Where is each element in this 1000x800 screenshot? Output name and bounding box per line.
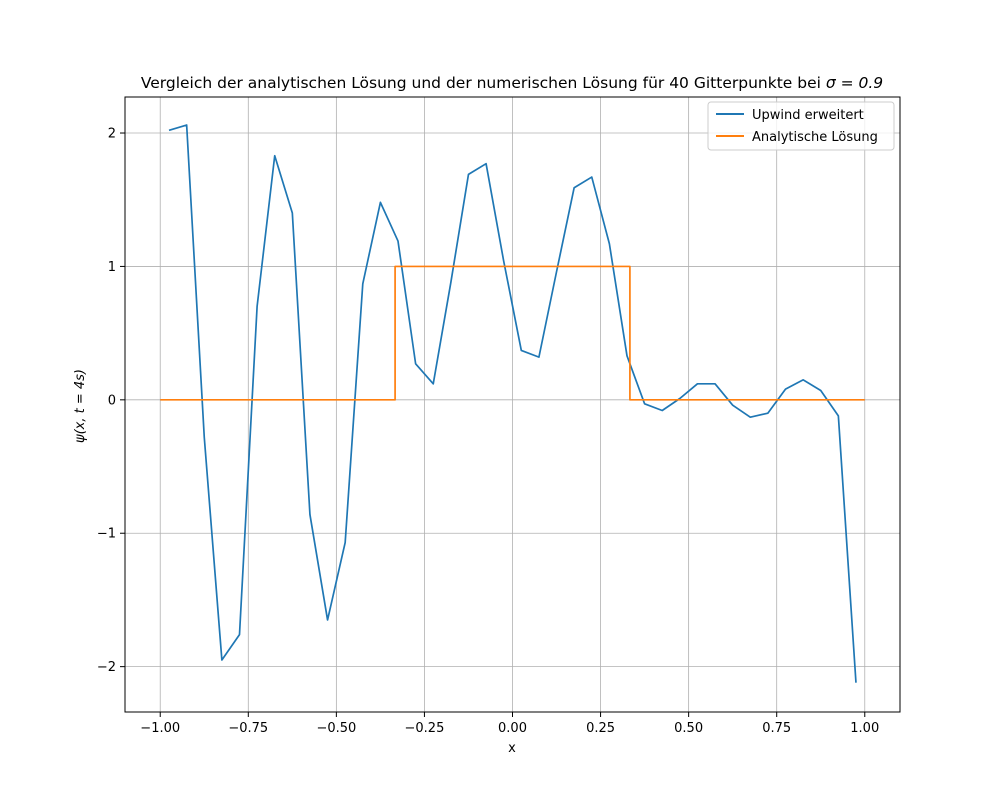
- x-tick-label: 1.00: [850, 721, 879, 736]
- y-tick-label: 1: [108, 260, 116, 275]
- y-tick-label: −2: [97, 660, 116, 675]
- y-ticks: −2 −1 0 1 2: [97, 127, 125, 675]
- legend-box: [707, 101, 895, 151]
- x-tick-label: 0.25: [586, 721, 615, 736]
- legend-label-upwind: Upwind erweitert: [752, 108, 864, 123]
- y-axis-label: ψ(x, t = 4s): [73, 369, 88, 443]
- series-line-upwind: [168, 124, 857, 683]
- chart-title: Vergleich der analytischen Lösung und de…: [141, 74, 883, 92]
- x-tick-label: 0.00: [498, 721, 527, 736]
- x-tick-label: 0.75: [762, 721, 791, 736]
- legend: Upwind erweitert Analytische Lösung: [707, 101, 895, 151]
- chart-title-text: Vergleich der analytischen Lösung und de…: [141, 74, 826, 92]
- plot-series: [160, 124, 865, 683]
- x-tick-label: −0.75: [228, 721, 268, 736]
- y-tick-label: 0: [108, 393, 116, 408]
- legend-label-analytic: Analytische Lösung: [752, 130, 878, 145]
- chart-title-math: σ = 0.9: [826, 74, 883, 92]
- y-tick-label: −1: [97, 527, 116, 542]
- x-tick-label: 0.50: [674, 721, 703, 736]
- x-tick-label: −1.00: [140, 721, 180, 736]
- x-ticks: −1.00 −0.75 −0.50 −0.25 0.00 0.25 0.50 0.75 1.00: [140, 712, 879, 736]
- grid: [125, 97, 900, 712]
- y-tick-label: 2: [108, 127, 116, 142]
- x-tick-label: −0.50: [316, 721, 356, 736]
- x-axis-label: x: [508, 741, 516, 756]
- series-line-analytic: [160, 265, 865, 401]
- x-tick-label: −0.25: [405, 721, 445, 736]
